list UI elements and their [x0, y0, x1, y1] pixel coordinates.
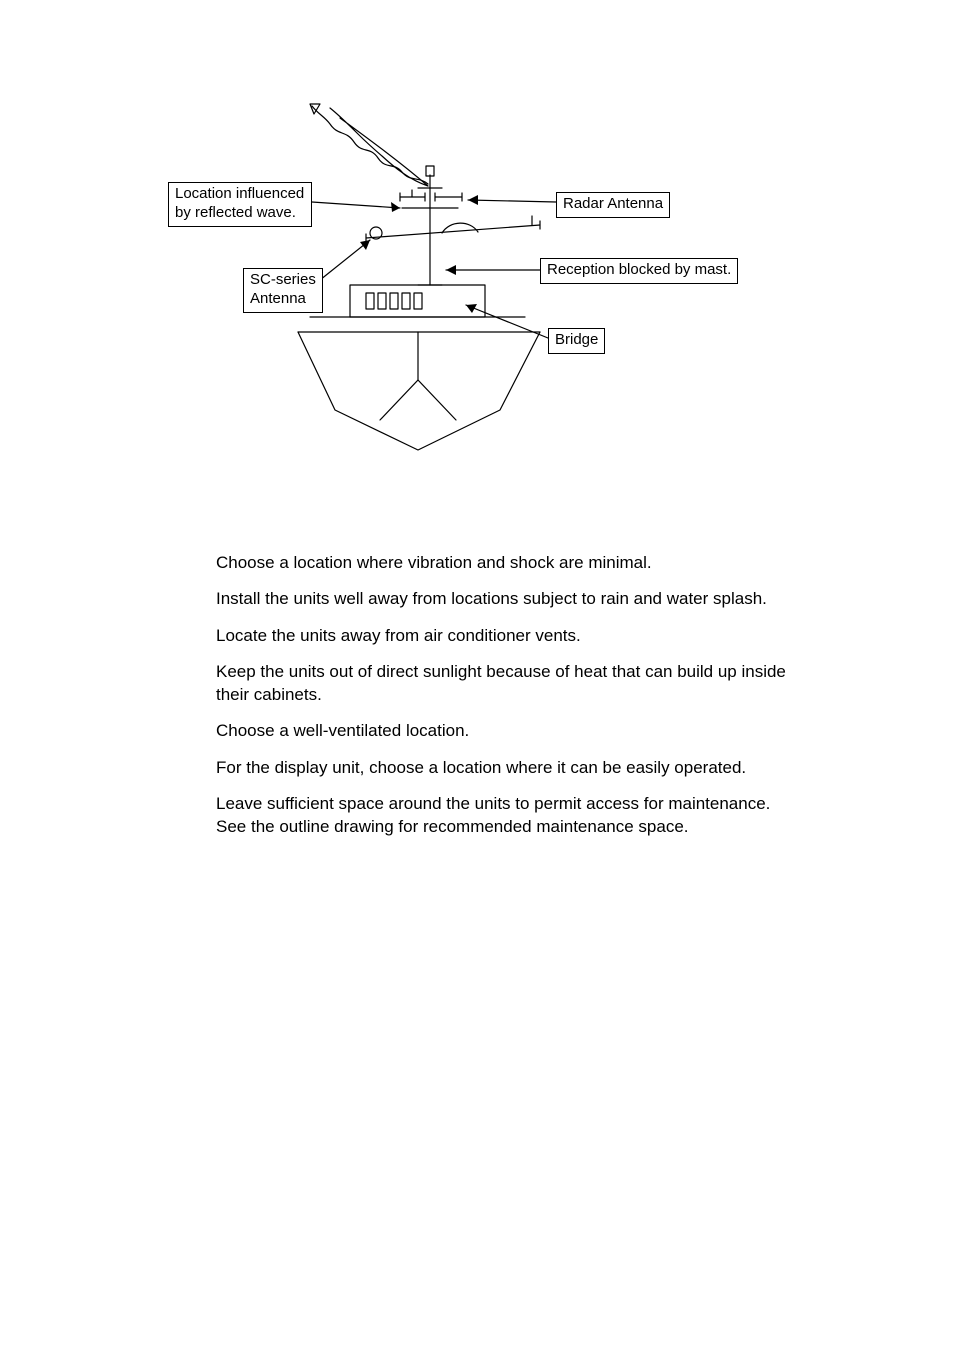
label-bridge: Bridge [548, 328, 605, 354]
body-text: Choose a location where vibration and sh… [216, 552, 790, 852]
label-location-influenced-text: Location influencedby reflected wave. [175, 185, 304, 221]
label-bridge-text: Bridge [555, 331, 598, 348]
page-root: Location influencedby reflected wave. Ra… [0, 0, 954, 1351]
body-p1: Choose a location where vibration and sh… [216, 552, 790, 574]
body-p2: Install the units well away from locatio… [216, 588, 790, 610]
body-p6: For the display unit, choose a location … [216, 757, 790, 779]
label-reception-blocked-text: Reception blocked by mast. [547, 261, 731, 278]
body-p5: Choose a well-ventilated location. [216, 720, 790, 742]
body-p3: Locate the units away from air condition… [216, 625, 790, 647]
label-sc-series-antenna: SC-seriesAntenna [243, 268, 323, 313]
label-sc-series-antenna-text: SC-seriesAntenna [250, 271, 316, 307]
label-reception-blocked: Reception blocked by mast. [540, 258, 738, 284]
body-p4: Keep the units out of direct sunlight be… [216, 661, 790, 706]
ship-diagram: Location influencedby reflected wave. Ra… [170, 80, 790, 460]
label-location-influenced: Location influencedby reflected wave. [168, 182, 312, 227]
label-radar-antenna: Radar Antenna [556, 192, 670, 218]
body-p7: Leave sufficient space around the units … [216, 793, 790, 838]
label-radar-antenna-text: Radar Antenna [563, 195, 663, 212]
